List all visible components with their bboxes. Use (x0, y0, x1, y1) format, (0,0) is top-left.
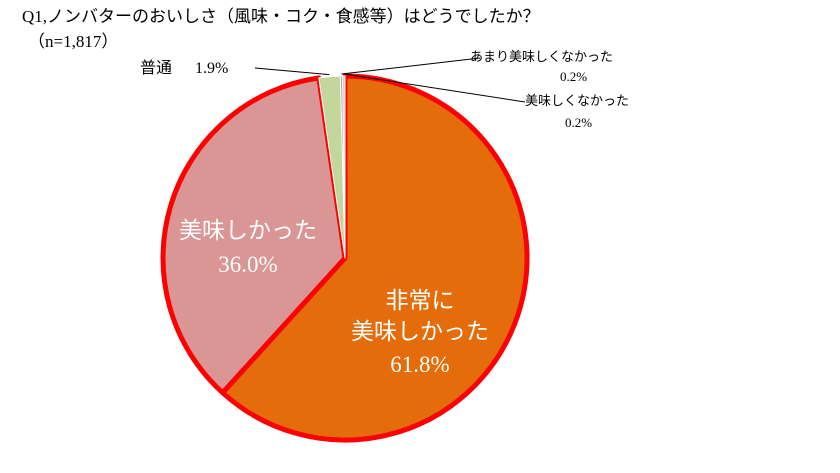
value-label: 36.0% (218, 252, 278, 277)
value-label: 0.2% (560, 69, 588, 84)
value-label: 1.9% (195, 60, 229, 77)
leader-line (254, 67, 330, 76)
value-label: 0.2% (565, 115, 593, 130)
value-label: 61.8% (390, 352, 450, 377)
pie-slice (220, 73, 530, 443)
leader-line (341, 57, 481, 75)
slice-label: 普通 (140, 60, 173, 77)
slice-label: 非常に 美味しかった (351, 288, 489, 345)
slice-label: あまり美味しくなかった (470, 49, 614, 64)
pie-slice (160, 75, 348, 396)
slice-label: 美味しかった (179, 218, 317, 243)
pie-slice (342, 75, 346, 259)
chart-title: Q1,ノンバターのおいしさ（風味・コク・食感等）はどうでしたか？ (22, 7, 540, 26)
leader-line (343, 73, 526, 103)
slice-label: 美味しくなかった (525, 93, 630, 108)
chart-subtitle: （n=1,817） (28, 32, 118, 51)
